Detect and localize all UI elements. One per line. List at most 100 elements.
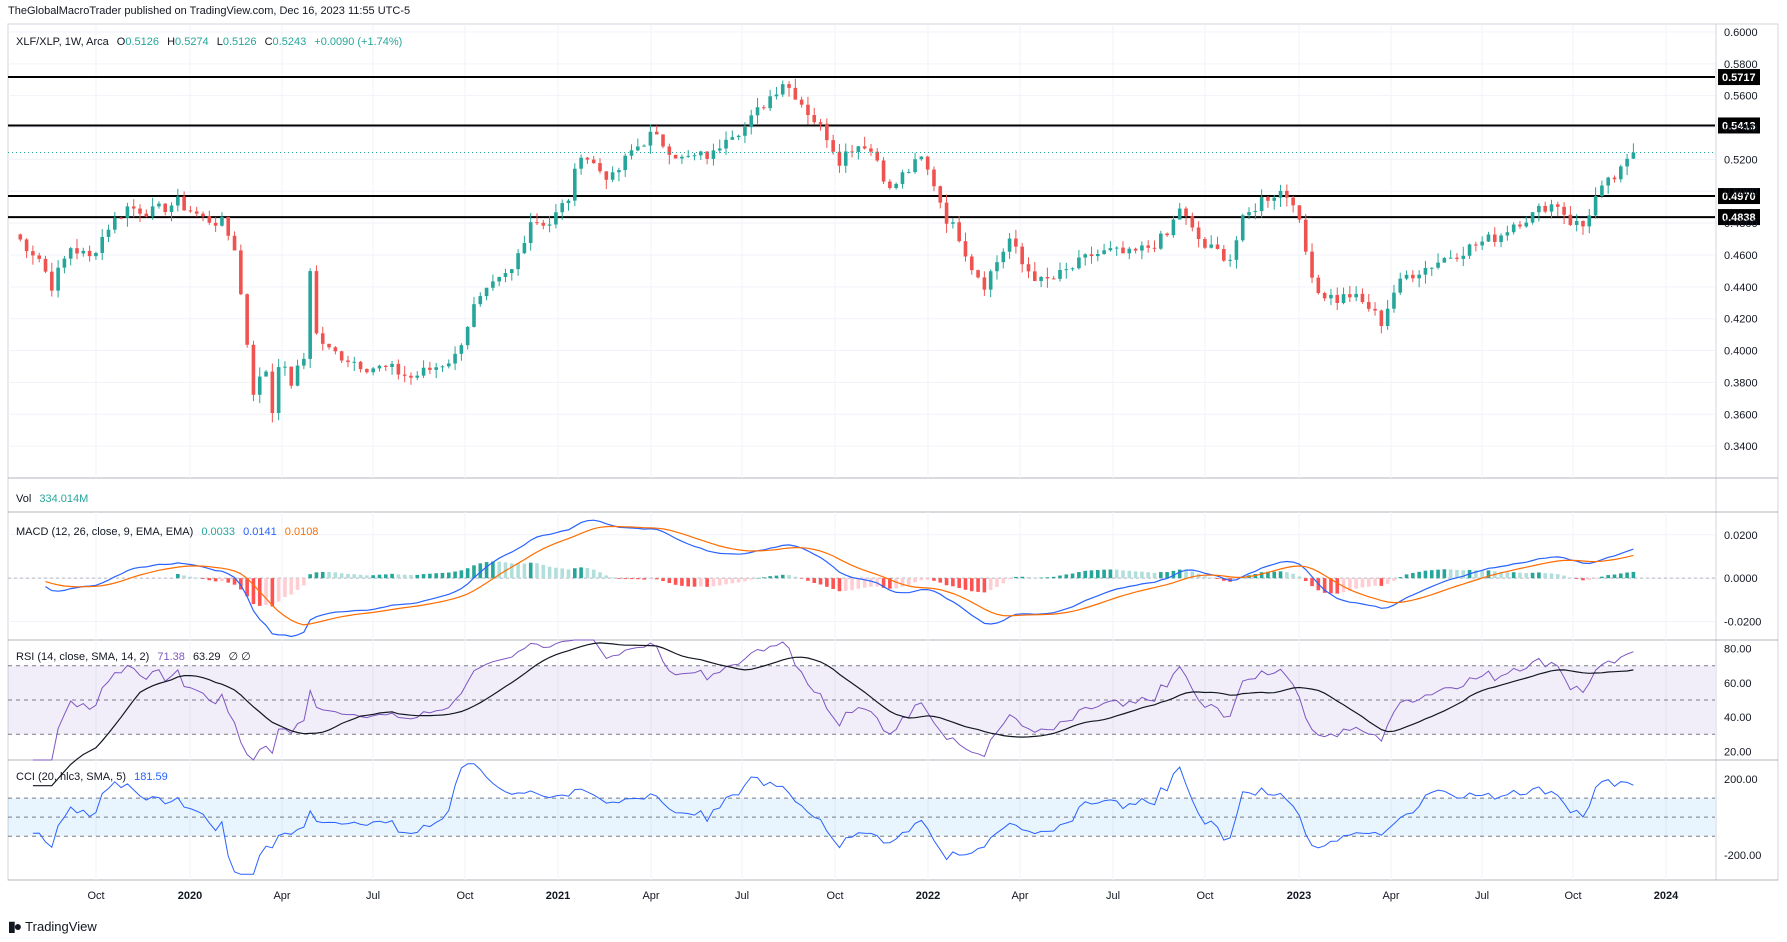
tradingview-logo-icon: ▮● — [8, 918, 22, 934]
price-axis[interactable]: 0.6000 0.5800 0.5600 0.5400 0.5200 0.5000 0.48… — [1724, 27, 1758, 453]
candle-body — [850, 151, 854, 153]
macd-histogram-bar — [1133, 571, 1138, 579]
candle-body — [673, 154, 678, 159]
candle-body — [56, 267, 60, 291]
macd-histogram-bar — [1625, 572, 1629, 579]
macd-histogram-bar — [963, 578, 968, 590]
candle-body — [440, 366, 445, 368]
candle-body — [106, 229, 111, 237]
candle-body — [1259, 196, 1264, 212]
time-tick-label: Oct — [826, 890, 843, 902]
price-tick-label: 0.5600 — [1724, 91, 1758, 103]
candle-body — [881, 160, 886, 182]
macd-histogram-bar — [1329, 578, 1333, 594]
macd-histogram-bar — [1581, 578, 1585, 581]
rsi-sma-value: 63.29 — [193, 651, 221, 663]
candle-body — [1001, 251, 1006, 263]
macd-histogram-bar — [484, 562, 489, 579]
candle-body — [1291, 197, 1295, 206]
symbol-label: XLF/XLP, 1W, Arca — [16, 36, 110, 48]
chart-frame — [7, 23, 1779, 881]
candle-body — [144, 213, 149, 217]
candle-body — [541, 222, 546, 226]
candle-body — [1568, 214, 1573, 225]
candle-body — [1045, 276, 1050, 279]
time-tick-label: Jul — [735, 890, 749, 902]
macd-histogram-bar — [636, 578, 640, 580]
candle-body — [453, 353, 457, 364]
cci-band — [8, 798, 1715, 837]
rsi-label: RSI (14, close, SMA, 14, 2) — [16, 651, 149, 663]
candle-body — [812, 115, 817, 123]
candle-body — [1014, 238, 1018, 247]
rsi-line — [32, 639, 1634, 761]
macd-histogram-bar — [768, 576, 772, 579]
macd-histogram-bar — [188, 576, 193, 579]
candle-body — [598, 163, 602, 172]
candle-body — [226, 216, 231, 236]
candle-body — [1631, 152, 1636, 159]
candle-body — [1266, 196, 1270, 201]
candle-body — [667, 146, 672, 155]
candle-body — [478, 296, 483, 305]
macd-histogram-bar — [875, 578, 880, 587]
candle-body — [856, 146, 861, 152]
macd-histogram-bar — [736, 578, 741, 583]
level-label-box — [1718, 209, 1760, 226]
candle-body — [617, 170, 621, 173]
rsi-pane: 80.00 60.00 40.00 20.00 — [8, 639, 1752, 787]
candle-body — [1095, 253, 1100, 257]
macd-histogram-bar — [1385, 578, 1390, 584]
macd-histogram-bar — [1555, 574, 1560, 579]
candle-body — [1373, 308, 1377, 311]
publish-info: TheGlobalMacroTrader published on Tradin… — [8, 5, 411, 17]
rsi-sma-line — [32, 642, 1634, 787]
macd-histogram-bar — [1095, 570, 1100, 579]
candle-body — [138, 208, 142, 214]
macd-histogram-bar — [213, 578, 218, 582]
candle-body — [157, 203, 161, 207]
macd-value: 0.0141 — [243, 526, 277, 538]
macd-histogram-bar — [957, 578, 961, 589]
candle-body — [1486, 234, 1491, 242]
horizontal-levels[interactable]: 0.5717 0.5413 0.4970 0.4838 — [8, 69, 1760, 226]
time-axis[interactable]: Oct 2020 Apr Jul Oct 2021 Apr Jul Oct 2022 Apr Jul O… — [87, 890, 1679, 902]
candle-body — [1032, 271, 1037, 282]
macd-histogram-bar — [932, 578, 936, 581]
candle-body — [1411, 274, 1415, 279]
ohlc-legend: XLF/XLP, 1W, Arca O0.5126 H0.5274 L0.512… — [16, 36, 402, 48]
candle-body — [1499, 235, 1503, 242]
macd-histogram-bar — [774, 575, 779, 579]
price-tick-label: 0.5800 — [1724, 59, 1758, 71]
candle-body — [648, 131, 653, 146]
tradingview-logo[interactable]: ▮● TradingView — [8, 918, 97, 935]
candle-body — [264, 371, 268, 377]
candle-body — [1404, 274, 1409, 279]
macd-histogram-bar — [264, 578, 268, 605]
macd-histogram-bar — [1127, 570, 1132, 579]
rsi-legend: RSI (14, close, SMA, 14, 2) 71.38 63.29 … — [16, 651, 251, 663]
macd-histogram-bar — [478, 563, 483, 579]
macd-histogram-bar — [232, 578, 237, 585]
macd-histogram-bar — [724, 578, 728, 585]
candle-body — [1196, 227, 1201, 240]
macd-histogram-bar — [629, 578, 634, 580]
macd-histogram-bar — [610, 577, 615, 579]
candle-body — [1234, 240, 1239, 260]
macd-histogram-bar — [818, 578, 823, 585]
macd-histogram-bar — [547, 566, 552, 579]
macd-histogram-bar — [497, 561, 501, 579]
price-tick-label: 0.3600 — [1724, 409, 1758, 421]
candle-body — [352, 361, 357, 363]
macd-histogram-bar — [566, 569, 571, 579]
candle-body — [434, 367, 438, 370]
volume-legend: Vol 334.014M — [16, 493, 88, 505]
candle-body — [1625, 158, 1629, 167]
level-label-box — [1718, 69, 1760, 86]
candle-body — [680, 156, 684, 159]
macd-histogram-bar — [585, 567, 590, 579]
macd-histogram-bar — [1335, 578, 1340, 594]
grid-lines — [8, 24, 1715, 880]
macd-histogram-bar — [554, 567, 558, 579]
